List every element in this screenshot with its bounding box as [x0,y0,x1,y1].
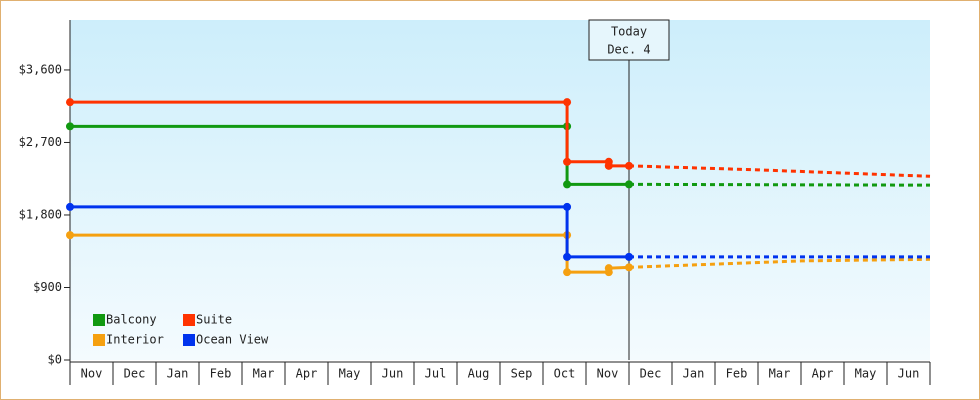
x-tick-label: May [339,367,361,381]
today-label: Today [611,25,647,39]
price-point [563,252,572,261]
y-tick-label: $1,800 [19,207,62,221]
legend-swatch [93,314,105,326]
price-point [625,252,633,261]
x-tick-label: Apr [812,367,834,381]
legend-label: Ocean View [196,333,269,347]
legend-label: Balcony [106,313,157,327]
price-point [66,122,74,131]
projection-line [628,257,931,269]
price-point [563,98,572,107]
x-tick-label: Jun [898,367,920,381]
x-tick-label: Apr [296,367,318,381]
legend-label: Suite [196,313,232,327]
y-tick-label: $3,600 [19,62,62,76]
x-tick-label: Oct [554,367,576,381]
y-tick-label: $0 [48,353,62,367]
y-tick-label: $2,700 [19,135,62,149]
price-point [604,264,613,273]
x-tick-label: Jun [382,367,404,381]
today-date: Dec. 4 [607,43,650,57]
x-tick-label: Feb [210,367,232,381]
x-tick-label: Dec [124,367,146,381]
price-point [66,98,74,107]
price-point [563,157,572,166]
x-tick-label: May [855,367,877,381]
x-tick-label: Sep [511,367,533,381]
price-point [604,161,613,170]
x-tick-label: Jan [683,367,705,381]
x-tick-label: Mar [769,367,791,381]
price-point [625,180,633,189]
y-tick-label: $900 [33,280,62,294]
x-tick-label: Nov [81,367,103,381]
price-point [625,161,633,170]
price-point [563,180,572,189]
x-tick-label: Dec [640,367,662,381]
price-point [625,263,633,272]
x-tick-label: Jul [425,367,447,381]
legend-swatch [183,334,195,346]
price-point [66,231,74,240]
today-box [588,19,670,61]
price-point [563,202,572,211]
x-tick-label: Nov [597,367,619,381]
plot-area [70,20,930,360]
projection-line [628,164,931,178]
x-tick-label: Mar [253,367,275,381]
x-tick-label: Feb [726,367,748,381]
x-tick-label: Aug [468,367,490,381]
x-tick-label: Jan [167,367,189,381]
legend-swatch [93,334,105,346]
legend-label: Interior [106,333,164,347]
price-point [66,202,74,211]
legend-swatch [183,314,195,326]
price-line [70,205,629,259]
price-point [563,268,572,277]
